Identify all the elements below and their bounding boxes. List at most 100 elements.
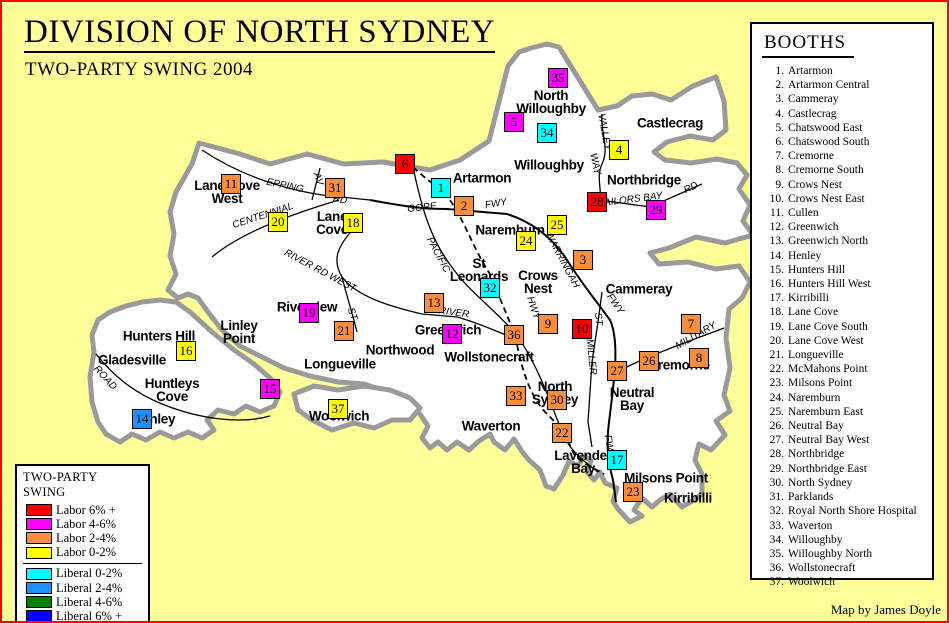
booth-list-item: 35. Willoughby North — [762, 547, 926, 561]
booth-marker-25[interactable]: 25 — [547, 215, 567, 235]
booth-marker-19[interactable]: 19 — [299, 303, 319, 323]
booth-marker-5[interactable]: 5 — [504, 112, 524, 132]
booth-name: Willoughby North — [788, 547, 873, 560]
booth-list-item: 18. Lane Cove — [762, 305, 926, 319]
booth-marker-4[interactable]: 4 — [609, 140, 629, 160]
booth-list-item: 16. Hunters Hill West — [762, 277, 926, 291]
booth-number: 11. — [770, 207, 784, 220]
booth-marker-37[interactable]: 37 — [328, 399, 348, 419]
booth-marker-13[interactable]: 13 — [424, 293, 444, 313]
booth-marker-31[interactable]: 31 — [325, 178, 345, 198]
booth-list-item: 24. Naremburn — [762, 391, 926, 405]
booth-marker-6[interactable]: 6 — [395, 154, 415, 174]
booth-name: Hunters Hill — [788, 263, 846, 276]
booth-marker-36[interactable]: 36 — [504, 325, 524, 345]
booth-marker-34[interactable]: 34 — [537, 123, 557, 143]
booth-list-item: 20. Lane Cove West — [762, 334, 926, 348]
booth-marker-27[interactable]: 27 — [607, 361, 627, 381]
legend-label: Labor 2-4% — [56, 530, 117, 545]
booth-name: Lane Cove South — [788, 320, 868, 333]
booth-name: Chatswood South — [788, 136, 870, 149]
booth-name: Cammeray — [788, 93, 839, 106]
legend-label: Liberal 4-6% — [56, 594, 123, 609]
booth-list-item: 3. Cammeray — [762, 92, 926, 106]
booth-number: 15. — [769, 263, 784, 276]
booth-marker-10[interactable]: 10 — [572, 319, 592, 339]
booth-marker-24[interactable]: 24 — [516, 231, 536, 251]
booth-number: 34. — [769, 533, 784, 546]
booth-marker-21[interactable]: 21 — [334, 321, 354, 341]
booth-number: 12. — [769, 221, 784, 234]
legend-row: Liberal 2-4% — [23, 581, 142, 595]
booth-name: Crows Nest East — [788, 192, 865, 205]
legend-row: Labor 0-2% — [23, 545, 142, 560]
booth-number: 37. — [769, 576, 784, 589]
booth-list-item: 26. Neutral Bay — [762, 419, 926, 433]
booth-list-item: 13. Greenwich North — [762, 234, 926, 248]
booth-list-item: 25. Naremburn East — [762, 405, 926, 419]
booth-marker-29[interactable]: 29 — [646, 200, 666, 220]
booth-name: Castlecrag — [788, 107, 837, 120]
booth-marker-26[interactable]: 26 — [639, 351, 659, 371]
booth-marker-33[interactable]: 33 — [506, 386, 526, 406]
booth-marker-35[interactable]: 35 — [548, 68, 568, 88]
booth-number: 26. — [769, 420, 784, 433]
booth-marker-23[interactable]: 23 — [623, 482, 643, 502]
booth-marker-16[interactable]: 16 — [176, 341, 196, 361]
booth-marker-20[interactable]: 20 — [268, 212, 288, 232]
booth-number: 21. — [769, 349, 784, 362]
booths-list: 1. Artarmon 2. Artarmon Central 3. Cammeray 4.… — [762, 64, 926, 590]
legend-swatch — [26, 610, 52, 621]
booth-name: Artarmon — [788, 65, 833, 77]
booth-name: Cremorne South — [788, 164, 864, 177]
booth-name: Henley — [788, 249, 822, 262]
booth-number: 6. — [775, 136, 784, 149]
booth-list-item: 33. Waverton — [762, 519, 926, 533]
booth-name: Naremburn — [788, 391, 841, 404]
booth-marker-28[interactable]: 28 — [587, 192, 607, 212]
legend-title: TWO-PARTY SWING — [23, 470, 97, 499]
map-credit: Map by James Doyle — [830, 602, 941, 617]
booth-marker-32[interactable]: 32 — [480, 278, 500, 298]
booth-list-item: 31. Parklands — [762, 490, 926, 504]
booth-marker-8[interactable]: 8 — [689, 348, 709, 368]
booth-marker-18[interactable]: 18 — [343, 213, 363, 233]
division-boundary — [165, 41, 756, 525]
booth-number: 25. — [769, 405, 784, 418]
booth-marker-30[interactable]: 30 — [547, 390, 567, 410]
legend-label: Liberal 2-4% — [56, 580, 123, 595]
booth-list-item: 22. McMahons Point — [762, 362, 926, 376]
booth-marker-15[interactable]: 15 — [260, 379, 280, 399]
booth-marker-22[interactable]: 22 — [552, 423, 572, 443]
booth-number: 28. — [769, 448, 784, 461]
booth-list-item: 15. Hunters Hill — [762, 263, 926, 277]
booth-number: 8. — [775, 164, 784, 177]
booth-list-item: 6. Chatswood South — [762, 135, 926, 149]
booth-number: 24. — [769, 391, 784, 404]
booth-marker-1[interactable]: 1 — [431, 178, 451, 198]
booth-marker-17[interactable]: 17 — [607, 450, 627, 470]
woolwich-peninsula — [291, 383, 423, 433]
booth-marker-3[interactable]: 3 — [573, 250, 593, 270]
booth-marker-11[interactable]: 11 — [221, 174, 241, 194]
booth-name: Naremburn East — [788, 405, 864, 418]
booth-list-item: 1. Artarmon — [762, 64, 926, 78]
booth-list-item: 23. Milsons Point — [762, 376, 926, 390]
booth-number: 13. — [769, 235, 784, 248]
booth-name: Milsons Point — [788, 377, 853, 390]
page-title: DIVISION OF NORTH SYDNEY — [24, 14, 496, 53]
booth-name: Lane Cove — [788, 306, 839, 319]
booth-list-item: 12. Greenwich — [762, 220, 926, 234]
legend-label: Labor 6% + — [56, 502, 116, 517]
legend-label: Labor 4-6% — [56, 516, 117, 531]
booth-marker-12[interactable]: 12 — [442, 324, 462, 344]
booth-list-item: 32. Royal North Shore Hospital — [762, 504, 926, 518]
legend-labor-group: Labor 6% + Labor 4-6% Labor 2-4% Labor 0-2% — [23, 503, 142, 560]
booth-marker-2[interactable]: 2 — [454, 196, 474, 216]
booth-marker-14[interactable]: 14 — [132, 409, 152, 429]
page-subtitle: TWO-PARTY SWING 2004 — [25, 59, 254, 80]
booth-name: Longueville — [788, 349, 844, 362]
booth-marker-9[interactable]: 9 — [538, 314, 558, 334]
booth-marker-7[interactable]: 7 — [681, 314, 701, 334]
booth-list-item: 21. Longueville — [762, 348, 926, 362]
